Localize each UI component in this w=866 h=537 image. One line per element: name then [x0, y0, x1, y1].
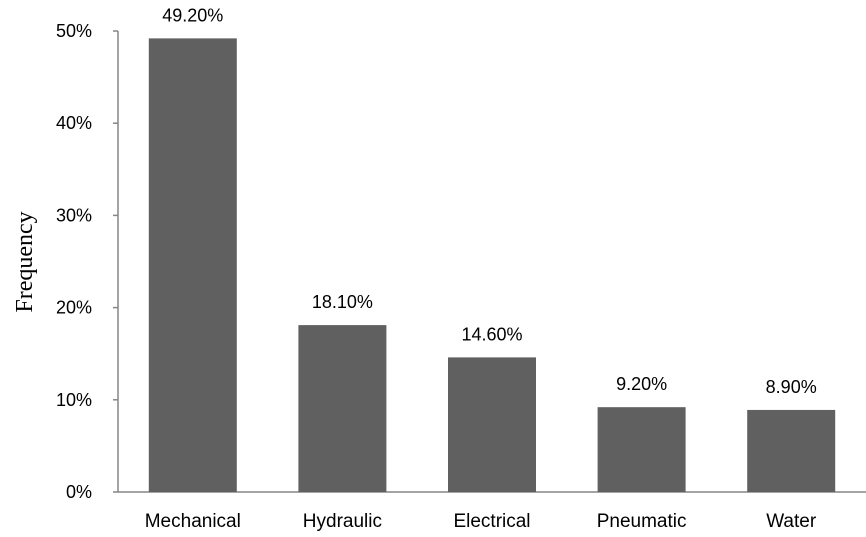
data-label: 18.10% — [312, 292, 373, 312]
bar-hydraulic — [298, 325, 387, 492]
category-labels: Mechanical Hydraulic Electrical Pneumatic Wa… — [145, 511, 817, 532]
bars — [148, 38, 836, 492]
y-tick-label: 30% — [56, 205, 92, 225]
data-label: 14.60% — [461, 324, 522, 344]
y-tick-label: 20% — [56, 298, 92, 318]
category-label: Water — [766, 511, 817, 532]
bar-electrical — [448, 357, 536, 492]
y-axis-ticks: 0% 10% 20% 30% 40% 50% — [56, 21, 118, 502]
y-tick-label: 10% — [56, 390, 92, 410]
data-label: 9.20% — [616, 374, 667, 394]
category-label: Mechanical — [145, 511, 241, 532]
bar-pneumatic — [597, 407, 686, 492]
data-labels: 49.20% 18.10% 14.60% 9.20% 8.90% — [162, 5, 816, 397]
y-tick-label: 0% — [66, 482, 92, 502]
data-label: 8.90% — [766, 377, 817, 397]
y-tick-label: 40% — [56, 113, 92, 133]
bar-water — [747, 409, 836, 492]
y-tick-label: 50% — [56, 21, 92, 41]
category-label: Pneumatic — [597, 511, 687, 532]
bar-mechanical — [148, 38, 237, 492]
category-label: Hydraulic — [303, 511, 382, 532]
y-axis-title: Frequency — [12, 211, 38, 312]
data-label: 49.20% — [162, 5, 223, 25]
category-label: Electrical — [453, 511, 530, 532]
